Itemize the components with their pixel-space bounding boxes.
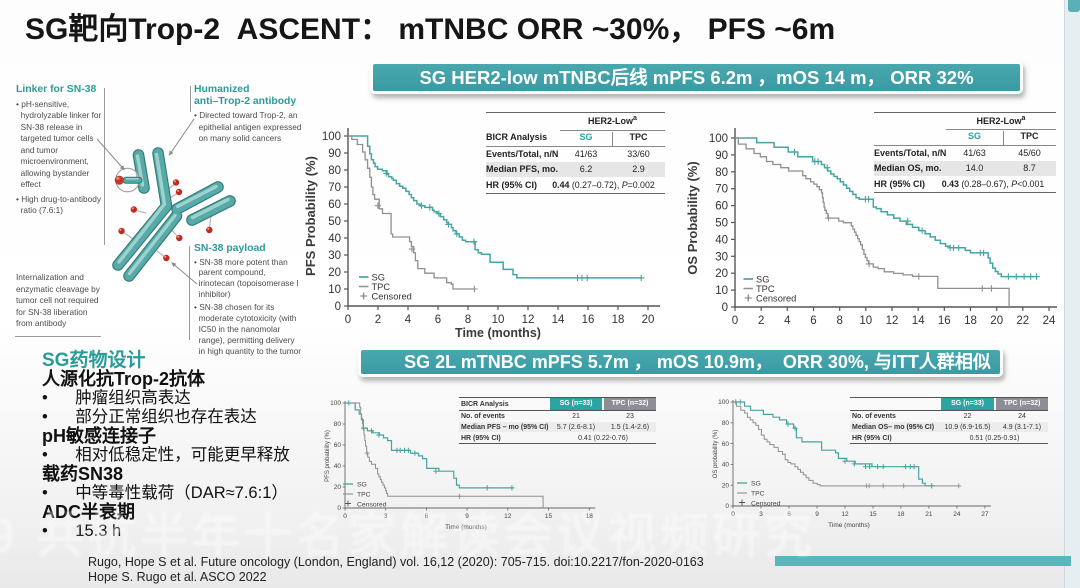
svg-text:SG: SG xyxy=(756,275,769,285)
svg-text:60: 60 xyxy=(334,442,342,449)
svg-text:3: 3 xyxy=(759,511,763,518)
svg-text:14: 14 xyxy=(912,315,925,327)
svg-text:24: 24 xyxy=(953,511,961,518)
svg-text:12: 12 xyxy=(886,315,899,327)
svg-text:20: 20 xyxy=(642,314,655,326)
svg-text:TPC: TPC xyxy=(357,492,371,499)
svg-text:0: 0 xyxy=(731,511,735,518)
svg-text:6: 6 xyxy=(787,511,791,518)
svg-text:6: 6 xyxy=(810,315,816,327)
svg-text:10: 10 xyxy=(715,285,728,297)
svg-text:12: 12 xyxy=(504,513,512,520)
svg-text:40: 40 xyxy=(715,234,728,246)
svg-text:0: 0 xyxy=(722,302,728,314)
svg-text:18: 18 xyxy=(897,511,905,518)
svg-text:Time (months): Time (months) xyxy=(455,326,541,340)
svg-text:SG: SG xyxy=(751,481,761,488)
svg-text:0: 0 xyxy=(345,314,351,326)
svg-text:60: 60 xyxy=(328,199,341,211)
svg-text:22: 22 xyxy=(1016,315,1029,327)
svg-text:100: 100 xyxy=(718,399,729,406)
svg-text:50: 50 xyxy=(715,218,728,230)
svg-text:15: 15 xyxy=(545,513,553,520)
svg-text:20: 20 xyxy=(990,315,1003,327)
svg-text:Censored: Censored xyxy=(357,502,387,509)
svg-text:Censored: Censored xyxy=(372,292,412,302)
svg-text:21: 21 xyxy=(925,511,933,518)
svg-text:10: 10 xyxy=(492,314,505,326)
svg-text:40: 40 xyxy=(722,462,730,469)
svg-text:SG: SG xyxy=(357,482,367,489)
svg-text:6: 6 xyxy=(435,314,441,326)
svg-text:18: 18 xyxy=(612,314,625,326)
svg-text:8: 8 xyxy=(465,314,471,326)
svg-text:80: 80 xyxy=(328,165,341,177)
svg-text:20: 20 xyxy=(334,484,342,491)
svg-text:50: 50 xyxy=(328,216,341,228)
svg-text:8: 8 xyxy=(836,315,842,327)
svg-text:9: 9 xyxy=(465,513,469,520)
svg-text:3: 3 xyxy=(384,513,388,520)
svg-text:100: 100 xyxy=(322,131,341,143)
svg-text:0: 0 xyxy=(337,505,341,512)
svg-text:18: 18 xyxy=(964,315,977,327)
svg-text:OS Probability (%): OS Probability (%) xyxy=(685,161,700,274)
svg-text:Time (months): Time (months) xyxy=(445,524,487,531)
svg-text:TPC: TPC xyxy=(751,491,765,498)
svg-text:PFS Probability (%): PFS Probability (%) xyxy=(303,156,318,276)
svg-text:SG: SG xyxy=(372,273,385,283)
svg-text:100: 100 xyxy=(330,400,341,407)
svg-text:60: 60 xyxy=(722,441,730,448)
svg-text:0: 0 xyxy=(732,315,738,327)
svg-text:12: 12 xyxy=(522,314,535,326)
svg-text:30: 30 xyxy=(328,250,341,262)
svg-text:60: 60 xyxy=(715,201,728,213)
svg-text:4: 4 xyxy=(405,314,412,326)
svg-text:30: 30 xyxy=(715,251,728,263)
svg-text:10: 10 xyxy=(328,284,341,296)
svg-text:TPC: TPC xyxy=(756,284,775,294)
svg-text:16: 16 xyxy=(582,314,595,326)
svg-text:24: 24 xyxy=(1043,315,1056,327)
svg-text:14: 14 xyxy=(552,314,565,326)
svg-text:12: 12 xyxy=(841,511,849,518)
svg-text:80: 80 xyxy=(722,420,730,427)
svg-text:70: 70 xyxy=(715,184,728,196)
svg-text:2: 2 xyxy=(758,315,764,327)
svg-text:100: 100 xyxy=(709,133,728,145)
svg-text:Censored: Censored xyxy=(751,501,781,508)
svg-text:40: 40 xyxy=(334,463,342,470)
svg-text:0: 0 xyxy=(335,301,341,313)
svg-text:OS probability (%): OS probability (%) xyxy=(713,430,719,479)
svg-text:2: 2 xyxy=(375,314,381,326)
svg-text:6: 6 xyxy=(425,513,429,520)
svg-text:18: 18 xyxy=(586,513,594,520)
svg-text:80: 80 xyxy=(334,421,342,428)
svg-text:70: 70 xyxy=(328,182,341,194)
svg-text:90: 90 xyxy=(328,148,341,160)
svg-text:0: 0 xyxy=(343,513,347,520)
svg-text:16: 16 xyxy=(938,315,951,327)
svg-text:27: 27 xyxy=(981,511,989,518)
svg-text:4: 4 xyxy=(784,315,791,327)
svg-text:PFS probability (%): PFS probability (%) xyxy=(325,430,331,482)
svg-text:40: 40 xyxy=(328,233,341,245)
svg-text:0: 0 xyxy=(725,503,729,510)
svg-text:20: 20 xyxy=(715,268,728,280)
svg-text:80: 80 xyxy=(715,167,728,179)
svg-text:20: 20 xyxy=(722,482,730,489)
svg-text:9: 9 xyxy=(815,511,819,518)
svg-text:10: 10 xyxy=(859,315,872,327)
svg-text:15: 15 xyxy=(869,511,877,518)
svg-text:90: 90 xyxy=(715,150,728,162)
svg-text:TPC: TPC xyxy=(372,282,391,292)
svg-text:20: 20 xyxy=(328,267,341,279)
svg-text:Censored: Censored xyxy=(756,294,796,304)
svg-text:Time (months): Time (months) xyxy=(828,522,870,529)
